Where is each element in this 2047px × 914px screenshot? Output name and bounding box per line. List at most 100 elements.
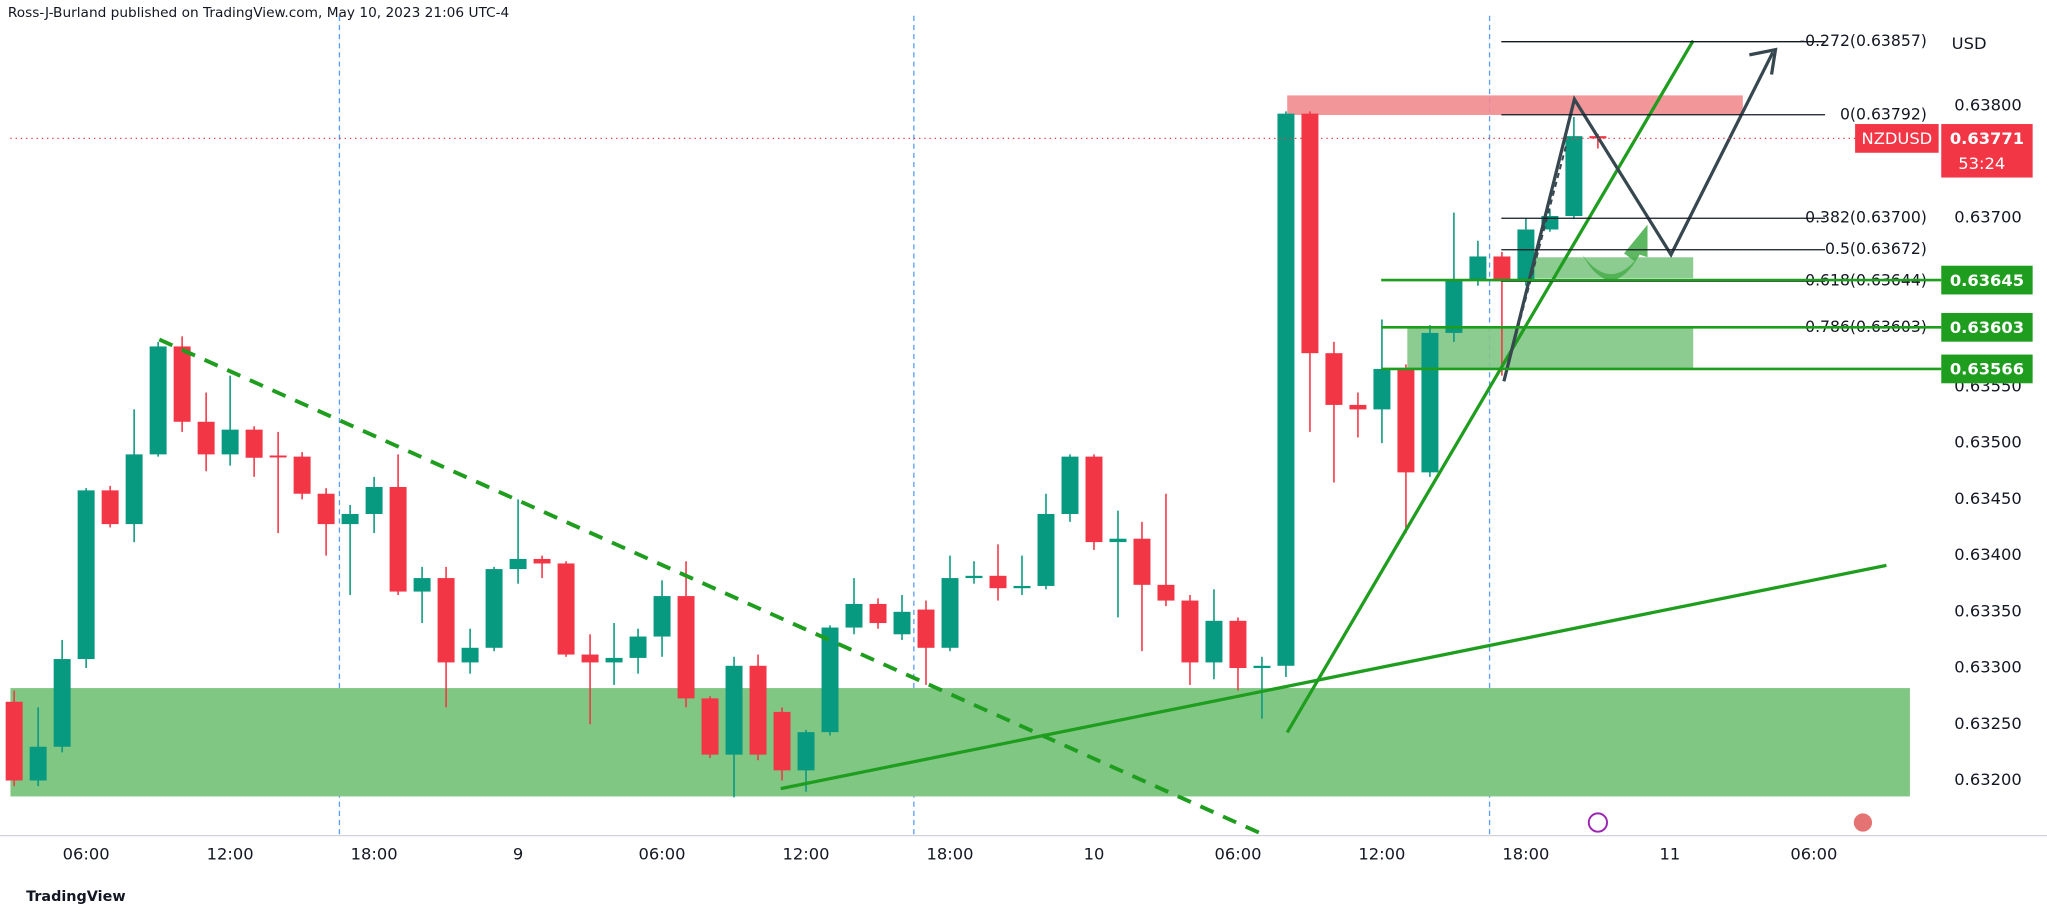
candle-body [1181,600,1199,663]
candle-body [389,486,407,592]
candle-body [1517,229,1535,282]
y-tick-label: 0.63200 [1954,770,2021,789]
x-tick-label: 9 [513,845,523,864]
candle-body [797,732,815,771]
candle-body [725,665,743,755]
y-tick-label: 0.63350 [1954,601,2021,620]
y-tick-label: 0.63500 [1954,433,2021,452]
drawings-front [158,39,1887,835]
price-badge-label: 0.63566 [1950,360,2024,379]
candle-body [1133,538,1151,585]
x-tick-label: 18:00 [1502,845,1549,864]
candle-body [1301,113,1319,354]
candle-body [581,654,599,663]
candle-body [1445,280,1463,333]
demand-zone [1407,326,1694,370]
symbol-badge [1855,124,1939,153]
candle-body [1013,585,1031,589]
candle-body [965,575,983,579]
arrow-head [1749,47,1778,75]
event-icon [1587,812,1609,833]
candle-body [989,575,1007,589]
symbol-label: NZDUSD [1862,129,1933,148]
x-tick-label: 10 [1084,845,1105,864]
x-tick-label: 18:00 [351,845,398,864]
price-badge-label: 0.63645 [1950,271,2024,290]
candle-body [509,558,527,570]
candle-body [1277,113,1295,666]
curved-arrow [1582,224,1648,281]
candle-body [53,659,71,747]
candle-body [1397,368,1415,473]
candle-body [29,746,47,781]
labels: 0.63200 0.63250 0.63300 0.63350 0.63400 0.634… [10,31,2033,864]
resistance-zone [1287,95,1743,115]
candle-body [1349,404,1367,410]
candle-body [1085,456,1103,543]
x-tick-label: 12:00 [1358,845,1405,864]
fib-label: 0.5(0.63672) [1825,239,1927,258]
byline: Ross-J-Burland published on TradingView.… [8,5,509,21]
candle-body [917,609,935,648]
candle-body [461,647,479,663]
candle-body [941,578,959,648]
candle-body [1061,456,1079,514]
price-badge [1941,312,2033,342]
currency: USD [1952,34,1987,53]
candles [5,111,1607,798]
price-badge [1941,124,2033,178]
price-badge [1941,265,2033,295]
x-tick-label: 06:00 [639,845,686,864]
candle-body [629,636,647,658]
candle-body [677,596,695,699]
candle-body [1157,584,1175,601]
candle-body [1037,513,1055,586]
candle-body [1469,256,1487,281]
candle-body [485,569,503,648]
y-tick-label: 0.63700 [1954,208,2021,227]
candle-body [1205,620,1223,663]
fib-label: -0.272(0.63857) [1799,31,1926,50]
candle-body [1253,665,1271,669]
countdown: 53:24 [1958,154,2005,173]
y-tick-label: 0.63400 [1954,545,2021,564]
candle-body [1421,332,1439,473]
candle-body [149,346,167,455]
trendline [1285,39,1695,734]
x-tick-label: 12:00 [783,845,830,864]
candle-body [101,490,119,525]
candle-body [221,429,239,455]
candle-body [749,665,767,755]
drawings-back [10,15,1910,836]
candle-body [557,563,575,655]
last-price-label: 0.63771 [1950,129,2024,148]
candle-body [173,346,191,422]
x-tick-label: 18:00 [927,845,974,864]
y-tick-label: 0.63300 [1954,658,2021,677]
candle-body [1325,353,1343,405]
candle-body [533,558,551,564]
candle-body [821,627,839,733]
candle-body [773,711,791,771]
candle-body [869,603,887,624]
candle-body [605,657,623,663]
fib-label: 0.382(0.63700) [1805,208,1927,227]
y-tick-label: 0.63800 [1954,95,2021,114]
trendline-dashed [158,337,1261,835]
candle-body [365,486,383,514]
flag-icon [1853,813,1873,832]
y-tick-label: 0.63250 [1954,714,2021,733]
x-tick-label: 06:00 [1790,845,1837,864]
x-tick-label: 06:00 [1214,845,1261,864]
brand: TradingView [26,889,125,905]
candle-body [5,701,23,781]
trendline [780,563,1887,791]
candle-body [197,421,215,455]
candle-body [245,429,263,458]
x-tick-label: 06:00 [63,845,110,864]
candle-body [893,611,911,635]
candle-body [1373,368,1391,410]
x-tick-label: 12:00 [207,845,254,864]
